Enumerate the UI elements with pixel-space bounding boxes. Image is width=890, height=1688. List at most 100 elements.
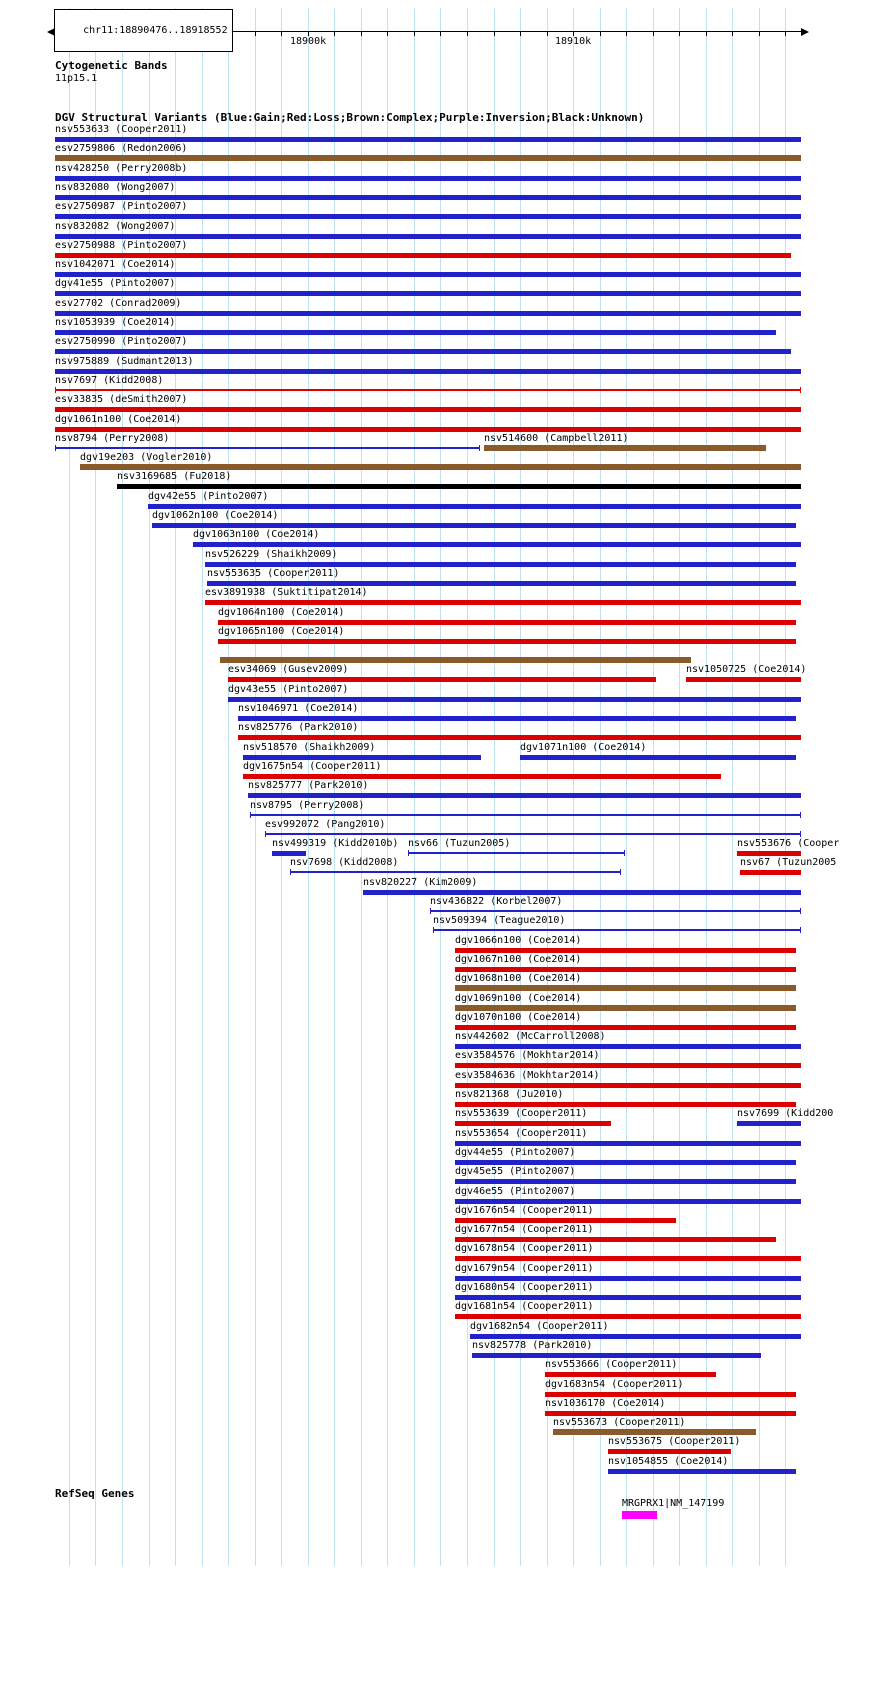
- variant-label[interactable]: dgv1067n100 (Coe2014): [455, 953, 582, 965]
- variant-label[interactable]: nsv1046971 (Coe2014): [238, 703, 359, 714]
- variant-label[interactable]: nsv66 (Tuzun2005): [408, 838, 511, 850]
- variant-label[interactable]: dgv1069n100 (Coe2014): [455, 992, 582, 1004]
- variant-bar[interactable]: [455, 1256, 801, 1262]
- variant-bar[interactable]: [152, 523, 796, 528]
- variant-bar[interactable]: [455, 1044, 801, 1050]
- variant-bar[interactable]: [455, 1237, 776, 1243]
- variant-label[interactable]: nsv1054855 (Coe2014): [608, 1455, 729, 1467]
- variant-bar[interactable]: [55, 272, 801, 278]
- variant-label[interactable]: dgv43e55 (Pinto2007): [228, 683, 349, 695]
- variant-label[interactable]: nsv1053939 (Coe2014): [55, 317, 176, 328]
- variant-bar[interactable]: [455, 1179, 796, 1185]
- variant-label[interactable]: dgv1679n54 (Cooper2011): [455, 1262, 594, 1274]
- variant-bar[interactable]: [472, 1352, 761, 1358]
- variant-label[interactable]: dgv1683n54 (Cooper2011): [545, 1378, 684, 1390]
- variant-label[interactable]: nsv832080 (Wong2007): [55, 181, 176, 193]
- variant-label[interactable]: nsv499319 (Kidd2010b): [272, 838, 399, 850]
- variant-bar[interactable]: [265, 830, 801, 837]
- variant-label[interactable]: esv992072 (Pang2010): [265, 818, 386, 830]
- variant-label[interactable]: nsv820227 (Kim2009): [363, 876, 478, 888]
- variant-label[interactable]: dgv1676n54 (Cooper2011): [455, 1204, 594, 1216]
- gene-bar[interactable]: [622, 1511, 657, 1519]
- variant-label[interactable]: esv3891938 (Suktitipat2014): [205, 587, 368, 599]
- variant-bar[interactable]: [545, 1391, 796, 1397]
- variant-label[interactable]: nsv553639 (Cooper2011): [455, 1108, 588, 1120]
- variant-bar[interactable]: [55, 426, 801, 432]
- variant-bar[interactable]: [55, 252, 791, 258]
- variant-label[interactable]: nsv8795 (Perry2008): [250, 799, 365, 811]
- variant-bar[interactable]: [608, 1449, 731, 1455]
- variant-bar[interactable]: [455, 1314, 801, 1320]
- variant-bar[interactable]: [243, 773, 721, 779]
- variant-label[interactable]: esv27702 (Conrad2009): [55, 297, 182, 309]
- variant-bar[interactable]: [484, 444, 766, 451]
- variant-bar[interactable]: [290, 869, 621, 876]
- variant-label[interactable]: nsv825776 (Park2010): [238, 722, 359, 734]
- variant-bar[interactable]: [545, 1372, 716, 1378]
- variant-bar[interactable]: [55, 368, 801, 374]
- variant-bar[interactable]: [455, 1159, 796, 1165]
- variant-label[interactable]: nsv7699 (Kidd200: [737, 1108, 834, 1120]
- variant-bar[interactable]: [205, 561, 796, 567]
- variant-label[interactable]: nsv553654 (Cooper2011): [455, 1127, 588, 1139]
- variant-label[interactable]: nsv553633 (Cooper2011): [55, 124, 188, 135]
- variant-bar[interactable]: [238, 716, 796, 721]
- variant-bar[interactable]: [455, 985, 796, 992]
- variant-label[interactable]: dgv1068n100 (Coe2014): [455, 973, 582, 985]
- variant-bar[interactable]: [455, 1275, 801, 1281]
- variant-label[interactable]: dgv1682n54 (Cooper2011): [470, 1320, 609, 1332]
- variant-label[interactable]: nsv1050725 (Coe2014): [686, 664, 807, 676]
- variant-bar[interactable]: [408, 850, 625, 857]
- variant-label[interactable]: nsv8794 (Perry2008): [55, 432, 170, 444]
- variant-label[interactable]: dgv44e55 (Pinto2007): [455, 1146, 576, 1158]
- variant-bar[interactable]: [455, 1217, 676, 1223]
- variant-label[interactable]: nsv821368 (Ju2010): [455, 1089, 564, 1100]
- variant-label[interactable]: esv34069 (Gusev2009): [228, 664, 349, 676]
- variant-label[interactable]: dgv1677n54 (Cooper2011): [455, 1224, 594, 1236]
- variant-bar[interactable]: [363, 889, 801, 895]
- variant-label[interactable]: esv33835 (deSmith2007): [55, 394, 188, 406]
- variant-bar[interactable]: [740, 870, 801, 876]
- variant-label[interactable]: dgv1061n100 (Coe2014): [55, 413, 182, 425]
- variant-bar[interactable]: [455, 1140, 801, 1146]
- variant-bar[interactable]: [455, 1102, 796, 1107]
- variant-bar[interactable]: [55, 310, 801, 316]
- variant-bar[interactable]: [228, 696, 801, 702]
- gene-label[interactable]: MRGPRX1|NM_147199: [622, 1498, 725, 1509]
- variant-bar[interactable]: [686, 677, 801, 683]
- variant-bar[interactable]: [117, 484, 801, 490]
- variant-bar[interactable]: [218, 619, 796, 625]
- variant-bar[interactable]: [455, 1024, 796, 1030]
- variant-label[interactable]: dgv1675n54 (Cooper2011): [243, 760, 382, 772]
- variant-bar[interactable]: [55, 291, 801, 297]
- variant-label[interactable]: dgv41e55 (Pinto2007): [55, 278, 176, 290]
- variant-bar[interactable]: [243, 754, 481, 760]
- variant-bar[interactable]: [520, 754, 796, 760]
- variant-label[interactable]: dgv1062n100 (Coe2014): [152, 510, 279, 521]
- variant-bar[interactable]: [545, 1410, 796, 1416]
- variant-label[interactable]: dgv1071n100 (Coe2014): [520, 741, 647, 753]
- variant-bar[interactable]: [220, 657, 691, 664]
- variant-label[interactable]: nsv7697 (Kidd2008): [55, 374, 164, 386]
- variant-label[interactable]: dgv1678n54 (Cooper2011): [455, 1243, 594, 1255]
- variant-label[interactable]: nsv553673 (Cooper2011): [553, 1417, 686, 1429]
- variant-bar[interactable]: [55, 194, 801, 200]
- variant-bar[interactable]: [737, 1121, 801, 1127]
- variant-label[interactable]: dgv19e203 (Vogler2010): [80, 452, 213, 464]
- variant-bar[interactable]: [193, 542, 801, 548]
- variant-label[interactable]: dgv42e55 (Pinto2007): [148, 490, 269, 502]
- variant-bar[interactable]: [80, 464, 801, 471]
- variant-bar[interactable]: [55, 349, 791, 355]
- variant-label[interactable]: nsv428250 (Perry2008b): [55, 162, 188, 174]
- variant-bar[interactable]: [455, 1198, 801, 1204]
- variant-label[interactable]: nsv7698 (Kidd2008): [290, 857, 399, 869]
- variant-label[interactable]: dgv1064n100 (Coe2014): [218, 606, 345, 618]
- variant-bar[interactable]: [430, 908, 801, 914]
- variant-label[interactable]: nsv509394 (Teague2010): [433, 915, 566, 927]
- variant-label[interactable]: esv2750988 (Pinto2007): [55, 239, 188, 251]
- variant-bar[interactable]: [455, 1063, 801, 1069]
- variant-bar[interactable]: [55, 233, 801, 239]
- variant-bar[interactable]: [55, 137, 801, 142]
- variant-label[interactable]: dgv46e55 (Pinto2007): [455, 1185, 576, 1197]
- variant-label[interactable]: esv3584636 (Mokhtar2014): [455, 1069, 600, 1081]
